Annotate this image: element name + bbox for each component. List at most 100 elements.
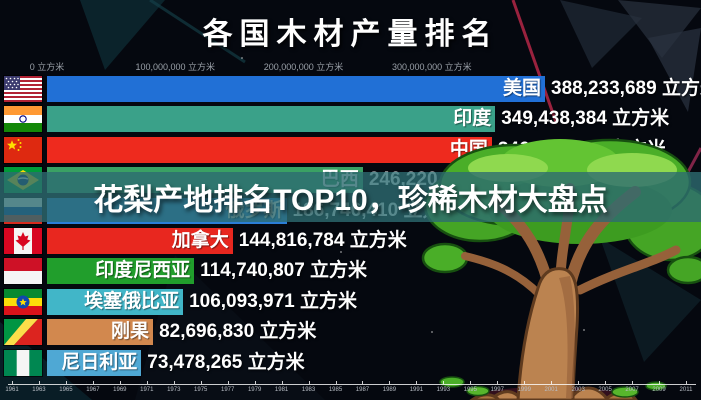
country-label: 印度 [453, 108, 492, 130]
bar-row-ng: 尼日利亚 73,478,265 立方米 [0, 349, 701, 376]
value-label: 346,802,286 立方米 [497, 138, 666, 160]
timeline-year-label: 1965 [59, 387, 73, 393]
bar-row-in: 印度 349,438,384 立方米 [0, 106, 701, 133]
timeline-tick [173, 381, 175, 384]
timeline-year-label: 2011 [679, 387, 693, 393]
timeline-tick [362, 381, 364, 384]
timeline-year-label: 1973 [167, 387, 181, 393]
timeline-year-label: 2003 [571, 387, 585, 393]
timeline-tick [416, 381, 418, 384]
value-label: 106,093,971 立方米 [189, 290, 358, 312]
id-flag-icon [4, 258, 42, 285]
timeline-tick [92, 381, 94, 384]
axis-tick-label: 300,000,000 立方米 [392, 62, 472, 72]
timeline-year-label: 1975 [194, 387, 208, 393]
axis-tick-label: 0 立方米 [29, 62, 65, 72]
timeline-tick [389, 381, 391, 384]
ng-flag-icon [4, 349, 42, 376]
country-label: 印度尼西亚 [95, 260, 191, 282]
chart-title: 各国木材产量排名 [202, 18, 499, 51]
bar: 刚果 [47, 319, 154, 346]
bar-row-cn: 中国 346,802,286 立方米 [0, 136, 701, 163]
timeline-year-label: 1991 [409, 387, 424, 393]
timeline-tick [659, 381, 661, 384]
bar: 加拿大 [47, 228, 233, 254]
timeline-year-label: 1963 [32, 387, 46, 393]
timeline-tick [686, 381, 687, 384]
value-label: 114,740,807 立方米 [200, 260, 368, 282]
timeline-year-label: 1969 [113, 387, 127, 393]
timeline-tick [524, 381, 526, 384]
timeline-year-label: 1993 [436, 387, 451, 393]
timeline-year-label: 1999 [517, 387, 531, 393]
timeline-year-label: 1961 [5, 387, 19, 393]
timeline-tick [12, 381, 13, 384]
timeline-tick [38, 381, 40, 384]
caption-band: 花梨产地排名TOP10，珍稀木材大盘点 [0, 172, 701, 222]
country-label: 中国 [449, 138, 488, 160]
value-label: 388,233,689 立方米 [551, 78, 701, 99]
timeline-year-label: 1981 [274, 387, 289, 393]
timeline-tick [335, 381, 337, 384]
caption-text: 花梨产地排名TOP10，珍稀木材大盘点 [93, 184, 608, 217]
timeline-tick [470, 381, 472, 384]
country-label: 埃塞俄比亚 [84, 290, 180, 312]
timeline-year-label: 1967 [86, 387, 100, 393]
timeline-year-label: 2005 [598, 387, 612, 393]
timeline-tick [443, 381, 445, 384]
timeline-year-label: 1989 [382, 387, 397, 393]
timeline-year-label: 2001 [544, 387, 558, 393]
timeline-tick [119, 381, 121, 384]
timeline-axis [8, 384, 696, 385]
bar-row-cg: 刚果 82,696,830 立方米 [0, 319, 701, 346]
country-label: 美国 [502, 78, 541, 99]
cn-flag-icon [4, 136, 42, 163]
bar-row-et: 埃塞俄比亚 106,093,971 立方米 [0, 288, 701, 315]
us-flag-icon [4, 76, 42, 102]
bar: 尼日利亚 [47, 349, 142, 376]
timeline-tick [227, 381, 229, 384]
value-label: 82,696,830 立方米 [159, 321, 317, 343]
country-label: 刚果 [111, 321, 150, 343]
cg-flag-icon [4, 319, 42, 346]
timeline-tick [281, 381, 283, 384]
timeline-year-label: 1983 [301, 387, 316, 393]
axis-tick-label: 200,000,000 立方米 [263, 62, 344, 72]
timeline-tick [497, 381, 499, 384]
timeline-year-label: 1971 [140, 387, 154, 393]
value-label: 144,816,784 立方米 [238, 230, 407, 251]
timeline-year-label: 1997 [490, 387, 504, 393]
timeline-year-label: 1995 [463, 387, 477, 393]
timeline-tick [551, 381, 553, 384]
in-flag-icon [4, 106, 42, 133]
country-label: 加拿大 [171, 230, 229, 251]
bar: 埃塞俄比亚 [47, 288, 184, 315]
bar: 印度尼西亚 [47, 258, 195, 285]
timeline-tick [200, 381, 202, 384]
timeline-tick [605, 381, 607, 384]
timeline-year-label: 2007 [625, 387, 639, 393]
timeline-tick [65, 381, 67, 384]
timeline-year-label: 1985 [328, 387, 343, 393]
bar: 印度 [47, 106, 496, 133]
timeline-year-label: 2009 [652, 387, 666, 393]
axis-tick-label: 100,000,000 立方米 [135, 62, 216, 72]
bar-row-id: 印度尼西亚 114,740,807 立方米 [0, 258, 701, 285]
timeline-tick [578, 381, 580, 384]
bar: 中国 [47, 136, 492, 163]
ca-flag-icon [4, 228, 42, 254]
timeline-tick [308, 381, 310, 384]
bar-row-ca: 加拿大 144,816,784 立方米 [0, 228, 701, 254]
country-label: 尼日利亚 [61, 351, 138, 373]
timeline-year-label: 1977 [220, 387, 235, 393]
bar: 美国 [47, 76, 545, 102]
timeline-year-label: 1979 [247, 387, 262, 393]
timeline-tick [146, 381, 148, 384]
et-flag-icon [4, 288, 42, 315]
bar-row-us: 美国 388,233,689 立方米 [0, 76, 701, 102]
value-label: 73,478,265 立方米 [147, 351, 305, 373]
timeline-tick [632, 381, 634, 384]
value-label: 349,438,384 立方米 [501, 108, 670, 130]
timeline-year-label: 1987 [355, 387, 370, 393]
